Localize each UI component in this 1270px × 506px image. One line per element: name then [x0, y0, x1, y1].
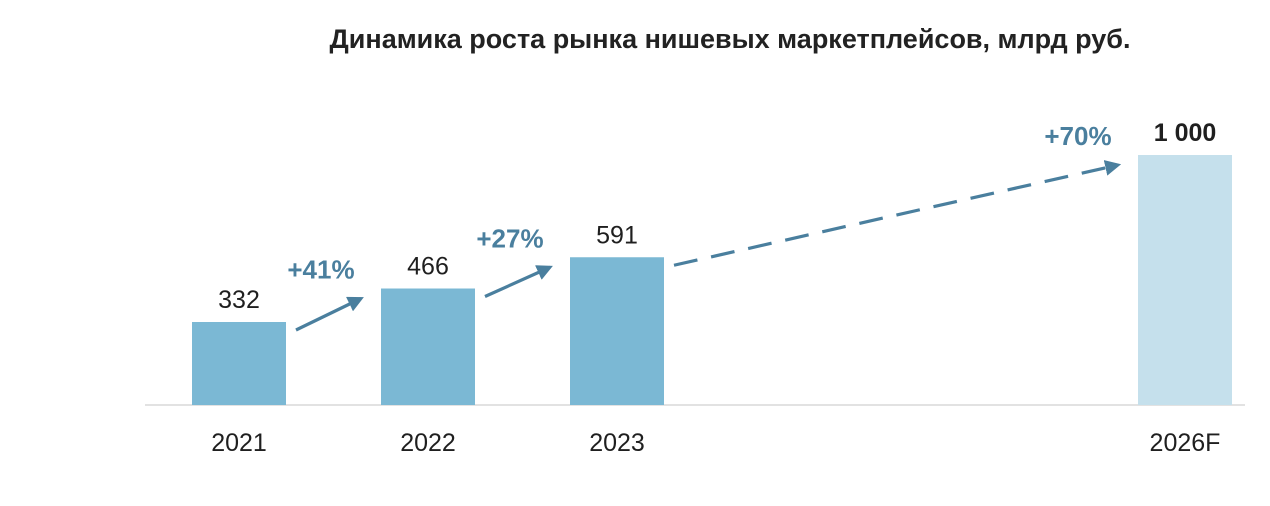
- chart-title: Динамика роста рынка нишевых маркетплейс…: [329, 24, 1131, 54]
- bars: [192, 155, 1232, 405]
- growth-arrow-2: [484, 265, 553, 298]
- growth-label-1: +41%: [287, 255, 354, 285]
- bar-2022: [381, 288, 475, 405]
- bar-2023: [570, 257, 664, 405]
- value-label-2026f: 1 000: [1154, 119, 1217, 147]
- growth-arrow-1: [295, 296, 364, 332]
- value-label-2023: 591: [596, 221, 638, 249]
- growth-label-3: +70%: [1044, 121, 1111, 151]
- x-tick-label-2022: 2022: [400, 429, 456, 457]
- value-label-2022: 466: [407, 253, 449, 281]
- labels: 332 2021 466 2022 591 2023 1 000 2026F +41% +27% +…: [211, 119, 1220, 457]
- growth-arrows: [295, 160, 1122, 332]
- x-tick-label-2021: 2021: [211, 429, 267, 457]
- bar-2026f: [1138, 155, 1232, 405]
- x-tick-label-2026f: 2026F: [1150, 429, 1221, 457]
- growth-arrow-3: [673, 160, 1122, 267]
- x-tick-label-2023: 2023: [589, 429, 645, 457]
- growth-label-2: +27%: [476, 223, 543, 253]
- bar-2021: [192, 322, 286, 405]
- value-label-2021: 332: [218, 286, 260, 314]
